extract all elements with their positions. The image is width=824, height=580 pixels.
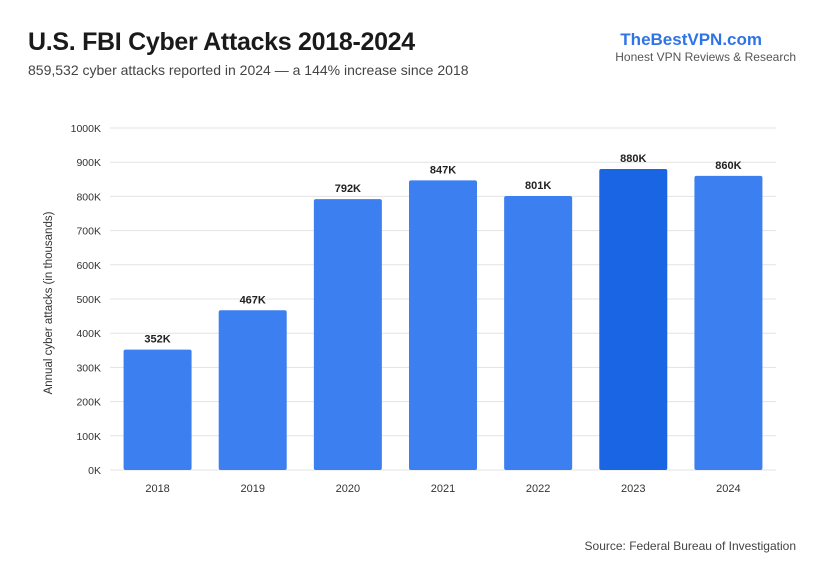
y-tick-label: 1000K — [71, 123, 101, 135]
x-tick-label: 2018 — [145, 483, 169, 495]
y-tick-label: 700K — [76, 226, 101, 238]
y-axis-label: Annual cyber attacks (in thousands) — [43, 211, 55, 394]
bar-2018[interactable] — [123, 349, 192, 470]
y-tick-label: 0K — [88, 465, 101, 477]
data-label: 860K — [715, 160, 741, 172]
chart-subtitle: 859,532 cyber attacks reported in 2024 —… — [28, 62, 469, 78]
y-tick-label: 600K — [76, 260, 101, 272]
bar-2024[interactable] — [694, 175, 763, 470]
data-label: 801K — [525, 180, 551, 192]
data-label: 792K — [335, 183, 361, 195]
y-tick-label: 500K — [76, 294, 101, 306]
source-note: Source: Federal Bureau of Investigation — [584, 539, 796, 553]
brand-tagline: Honest VPN Reviews & Research — [615, 50, 796, 64]
data-label: 880K — [620, 153, 646, 165]
bar-2022[interactable] — [504, 196, 573, 471]
x-tick-label: 2019 — [240, 483, 264, 495]
y-tick-label: 100K — [76, 431, 101, 443]
x-tick-label: 2022 — [526, 483, 550, 495]
bar-2021[interactable] — [409, 180, 477, 471]
bar-2023[interactable] — [599, 169, 668, 471]
y-tick-label: 400K — [76, 328, 101, 340]
y-tick-label: 300K — [76, 362, 101, 374]
data-label: 352K — [144, 334, 170, 346]
data-label: 847K — [430, 164, 456, 176]
x-tick-label: 2020 — [336, 483, 360, 495]
y-tick-label: 800K — [76, 191, 101, 203]
chart-title: U.S. FBI Cyber Attacks 2018-2024 — [28, 28, 415, 56]
y-tick-label: 200K — [76, 397, 101, 409]
brand-logo[interactable]: TheBestVPN.com — [620, 30, 762, 49]
bar-2020[interactable] — [313, 199, 382, 471]
bar-2019[interactable] — [218, 310, 287, 470]
x-tick-label: 2024 — [716, 483, 740, 495]
x-tick-label: 2021 — [431, 483, 455, 495]
data-label: 467K — [240, 294, 266, 306]
x-tick-label: 2023 — [621, 483, 645, 495]
y-tick-label: 900K — [76, 157, 101, 169]
